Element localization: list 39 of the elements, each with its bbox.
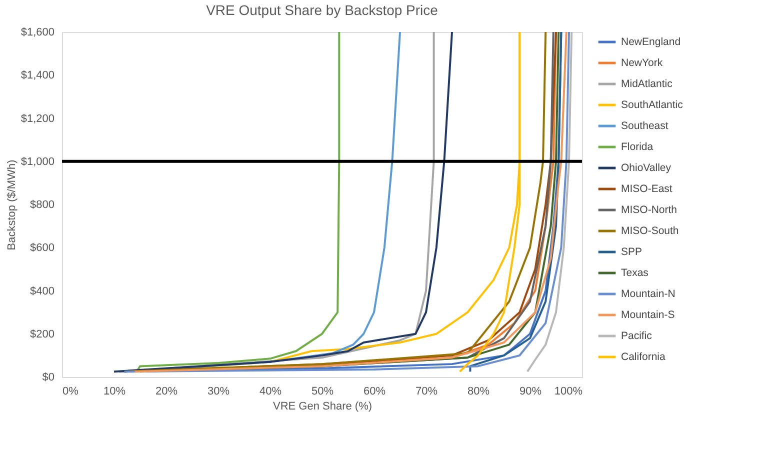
legend-label: Mountain-S [621,309,675,321]
x-axis-title: VRE Gen Share (%) [272,400,372,412]
y-tick-label: $600 [30,242,54,254]
y-axis-title: Backstop ($/MWh) [6,160,18,250]
legend-label: MidAtlantic [621,78,672,90]
x-tick-label: 40% [259,386,282,398]
legend-label: NewYork [621,57,664,69]
legend-label: SPP [621,246,642,258]
legend-label: MISO-North [621,204,678,216]
legend-label: SouthAtlantic [621,99,683,111]
x-tick-label: 10% [103,386,126,398]
legend-label: Southeast [621,120,668,132]
x-tick-label: 70% [415,386,438,398]
legend-label: MISO-East [621,183,672,195]
legend-label: California [621,351,666,363]
legend-label: OhioValley [621,162,672,174]
legend-label: Mountain-N [621,288,676,300]
legend-label: Texas [621,267,648,279]
legend-label: MISO-South [621,225,679,237]
y-tick-label: $800 [30,199,54,211]
x-tick-label: 30% [207,386,230,398]
legend-label: NewEngland [621,36,681,48]
legend-label: Pacific [621,330,652,342]
x-tick-label: 90% [519,386,542,398]
x-tick-label: 20% [155,386,178,398]
y-tick-label: $1,600 [20,26,54,38]
y-tick-label: $200 [30,328,54,340]
x-tick-label: 100% [554,386,583,398]
y-tick-label: $0 [42,372,54,384]
y-tick-label: $1,200 [20,112,54,125]
x-tick-label: 80% [467,386,490,398]
x-tick-label: 50% [311,386,334,398]
chart-title: VRE Output Share by Backstop Price [206,2,438,18]
x-tick-label: 0% [62,386,79,398]
y-tick-label: $400 [30,285,54,298]
legend-label: Florida [621,141,654,153]
x-tick-label: 60% [363,386,386,398]
y-tick-label: $1,400 [20,70,54,82]
y-tick-label: $1,000 [20,156,54,168]
